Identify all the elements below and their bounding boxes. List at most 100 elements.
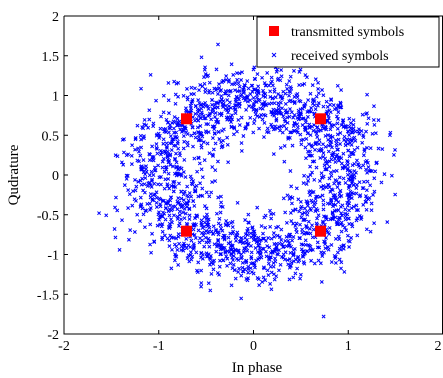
received-symbol-point [161, 110, 166, 115]
received-symbol-point [379, 180, 384, 185]
received-symbol-point [171, 126, 176, 131]
received-symbol-point [185, 143, 190, 148]
received-symbol-point [268, 264, 273, 269]
received-symbol-point [205, 220, 210, 225]
received-symbol-point [291, 124, 296, 129]
received-symbol-point [326, 116, 331, 121]
y-tick-label: 1 [52, 90, 59, 105]
received-symbol-point [220, 102, 225, 107]
received-symbol-point [194, 250, 199, 255]
received-symbol-point [142, 190, 147, 195]
received-symbol-point [200, 186, 205, 191]
received-symbol-point [326, 143, 331, 148]
received-symbol-point [261, 231, 265, 236]
received-symbol-point [220, 80, 224, 85]
received-symbol-point [209, 229, 214, 234]
received-symbol-point [145, 184, 150, 189]
received-symbol-point [329, 98, 334, 103]
received-symbol-point [287, 277, 292, 282]
received-symbol-point [296, 254, 301, 259]
received-symbol-point [256, 243, 261, 248]
received-symbol-point [288, 169, 293, 173]
received-symbol-point [148, 195, 153, 200]
received-symbol-point [325, 201, 330, 206]
received-symbol-point [114, 195, 118, 200]
received-symbol-point [185, 132, 190, 136]
received-symbol-point [306, 175, 311, 179]
received-symbol-point [191, 241, 196, 246]
received-symbol-point [385, 220, 390, 225]
received-symbol-point [168, 134, 173, 139]
received-symbol-point [176, 201, 181, 206]
received-symbol-point [120, 218, 124, 223]
received-symbol-point [319, 146, 324, 151]
received-symbol-point [295, 92, 300, 96]
received-symbol-point [268, 94, 273, 99]
received-symbol-point [347, 239, 352, 244]
received-symbol-point [323, 133, 328, 138]
received-symbol-point [140, 125, 145, 130]
received-symbol-point [335, 222, 339, 227]
received-symbol-point [216, 195, 221, 200]
received-symbol-point [370, 131, 375, 136]
received-symbol-point [200, 256, 205, 261]
received-symbol-point [251, 67, 256, 72]
received-symbol-point [280, 130, 285, 135]
received-symbol-point [204, 206, 209, 211]
received-symbol-point [182, 157, 187, 162]
received-symbol-point [268, 81, 273, 85]
received-symbol-point [361, 153, 366, 158]
received-symbol-point [214, 244, 219, 249]
received-symbol-point [210, 102, 215, 107]
received-symbol-point [304, 156, 308, 161]
received-symbol-point [174, 151, 178, 156]
received-symbol-point [302, 173, 307, 178]
legend: transmitted symbols received symbols [256, 16, 440, 68]
received-symbol-point [273, 256, 277, 261]
received-symbol-point [250, 226, 255, 231]
received-symbol-point [138, 204, 143, 209]
received-symbol-point [341, 124, 346, 129]
received-symbol-point [283, 102, 288, 106]
received-symbol-point [184, 106, 188, 111]
received-symbol-point [308, 193, 313, 198]
received-symbol-point [349, 235, 354, 240]
received-symbol-point [284, 110, 289, 115]
received-symbol-point [220, 228, 225, 233]
received-symbol-point [162, 149, 167, 154]
received-symbol-point [166, 209, 171, 214]
received-symbol-point [313, 209, 318, 214]
received-symbol-point [280, 242, 285, 247]
received-symbol-point [169, 148, 174, 152]
received-symbol-point [218, 258, 222, 263]
received-symbol-point [297, 236, 302, 241]
received-symbol-point [365, 121, 370, 126]
received-symbol-point [277, 248, 281, 253]
received-symbol-point [260, 117, 265, 122]
received-symbol-point [275, 233, 280, 238]
received-symbol-point [274, 117, 279, 121]
received-symbol-point [161, 156, 166, 161]
received-symbol-point [305, 203, 310, 208]
received-symbol-point [323, 246, 328, 251]
received-symbol-point [135, 123, 140, 128]
received-symbol-point [173, 157, 177, 162]
received-symbol-point [300, 227, 305, 232]
received-symbol-point [206, 236, 211, 241]
received-symbol-point [189, 92, 194, 97]
received-symbol-point [343, 211, 348, 216]
received-symbol-point [172, 135, 177, 140]
received-symbol-point [294, 230, 299, 235]
received-symbol-point [288, 98, 293, 103]
received-symbol-point [219, 94, 224, 98]
received-symbol-point [283, 119, 288, 124]
received-symbol-point [352, 135, 357, 140]
received-symbol-point [326, 182, 330, 187]
received-symbol-point [167, 244, 172, 249]
received-symbol-point [326, 244, 330, 249]
received-symbol-point [113, 153, 118, 158]
received-symbol-point [143, 176, 148, 181]
received-symbol-point [320, 219, 325, 224]
received-symbol-point [201, 140, 206, 145]
received-symbol-point [228, 88, 233, 93]
